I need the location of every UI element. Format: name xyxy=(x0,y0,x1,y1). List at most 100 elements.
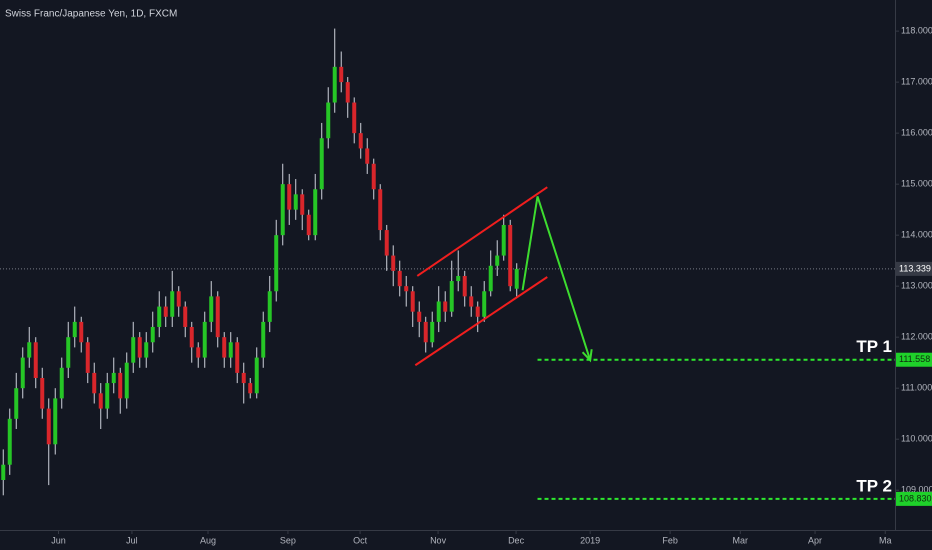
candle-body xyxy=(462,275,467,297)
x-tick-label: Ma xyxy=(879,535,892,545)
candle-body xyxy=(384,230,389,256)
candle-body xyxy=(183,306,188,327)
target-price-box xyxy=(896,352,932,367)
candle-body xyxy=(144,342,149,358)
y-tick-label: 113.000 xyxy=(901,281,932,291)
candle-body xyxy=(430,321,435,343)
channel-line xyxy=(416,186,548,277)
target-price-box xyxy=(896,491,932,506)
candle-body xyxy=(46,408,51,445)
candle-body xyxy=(358,133,363,149)
channel-line xyxy=(414,276,548,367)
candle-body xyxy=(469,296,474,307)
candle-body xyxy=(287,184,292,210)
candle-body xyxy=(378,189,383,231)
candle-body xyxy=(332,66,337,103)
x-tick-label: Dec xyxy=(508,535,525,545)
candle-body xyxy=(111,372,116,384)
candle-body xyxy=(124,362,129,399)
candle-body xyxy=(410,291,415,312)
x-tick-label: Mar xyxy=(733,535,749,545)
candle-body xyxy=(449,281,454,312)
y-tick-label: 110.000 xyxy=(901,434,932,444)
candle-body xyxy=(98,393,103,409)
target-label: TP 1 xyxy=(856,337,892,356)
target-label: TP 2 xyxy=(856,476,892,495)
x-tick-label: Feb xyxy=(662,535,678,545)
last-price-label: 113.339 xyxy=(899,263,931,273)
candle-body xyxy=(436,301,441,322)
candle-body xyxy=(482,291,487,317)
candle-body xyxy=(352,102,357,134)
candle-body xyxy=(150,326,155,343)
candle-body xyxy=(202,321,207,358)
candle-body xyxy=(274,235,279,292)
x-tick-label: 2019 xyxy=(580,535,600,545)
x-tick-label: Apr xyxy=(808,535,822,545)
candle-body xyxy=(59,367,64,399)
x-tick-label: Nov xyxy=(430,535,447,545)
candle-body xyxy=(306,214,311,236)
candle-body xyxy=(339,66,344,83)
candle-body xyxy=(131,337,136,363)
projection-arrow xyxy=(521,196,592,361)
candle-body xyxy=(417,311,422,322)
candle-body xyxy=(209,296,214,322)
y-tick-label: 109.000 xyxy=(901,485,932,495)
candle-body xyxy=(261,321,266,358)
candle-body xyxy=(488,265,493,292)
x-tick-label: Sep xyxy=(280,535,296,545)
candle-body xyxy=(66,337,71,368)
candle-body xyxy=(72,321,77,338)
candle-body xyxy=(241,372,246,384)
target-price-label: 108.830 xyxy=(899,493,932,503)
candle-body xyxy=(423,321,428,343)
x-tick-label: Jun xyxy=(51,535,66,545)
x-tick-label: Oct xyxy=(353,535,368,545)
candle-body xyxy=(514,268,519,289)
candle-body xyxy=(501,224,506,256)
candle-body xyxy=(222,337,227,358)
candle-body xyxy=(280,184,285,236)
candle-body xyxy=(20,357,25,389)
candle-body xyxy=(254,357,259,394)
candle-body xyxy=(313,189,318,236)
y-tick-label: 115.000 xyxy=(901,179,932,189)
y-tick-label: 118.000 xyxy=(901,25,932,35)
candle-body xyxy=(163,306,168,317)
y-tick-label: 112.000 xyxy=(901,332,932,342)
candle-body xyxy=(404,286,409,292)
candle-body xyxy=(300,194,305,215)
y-tick-label: 116.000 xyxy=(901,128,932,138)
y-tick-label: 111.000 xyxy=(901,383,932,393)
candle-body xyxy=(443,301,448,312)
candle-body xyxy=(235,342,240,373)
candle-body xyxy=(267,291,272,322)
candle-body xyxy=(371,163,376,190)
candle-body xyxy=(176,291,181,307)
candle-body xyxy=(319,138,324,190)
candle-body xyxy=(40,377,45,409)
candle-body xyxy=(293,194,298,210)
candle-body xyxy=(14,388,19,419)
candle-body xyxy=(1,464,6,481)
candle-body xyxy=(137,337,142,358)
candle-body xyxy=(228,342,233,358)
candle-body xyxy=(85,342,90,373)
candle-body xyxy=(105,383,110,409)
candle-body xyxy=(475,306,480,317)
candle-body xyxy=(53,398,58,445)
candle-body xyxy=(118,372,123,399)
x-tick-label: Aug xyxy=(200,535,216,545)
candle-body xyxy=(391,255,396,271)
chart-title: Swiss Franc/Japanese Yen, 1D, FXCM xyxy=(5,9,177,20)
candle-body xyxy=(456,275,461,282)
candle-body xyxy=(7,418,12,465)
candle-body xyxy=(215,296,220,338)
y-tick-label: 117.000 xyxy=(901,77,932,87)
candle-body xyxy=(365,148,370,164)
candle-body xyxy=(170,291,175,317)
candle-body xyxy=(92,372,97,394)
